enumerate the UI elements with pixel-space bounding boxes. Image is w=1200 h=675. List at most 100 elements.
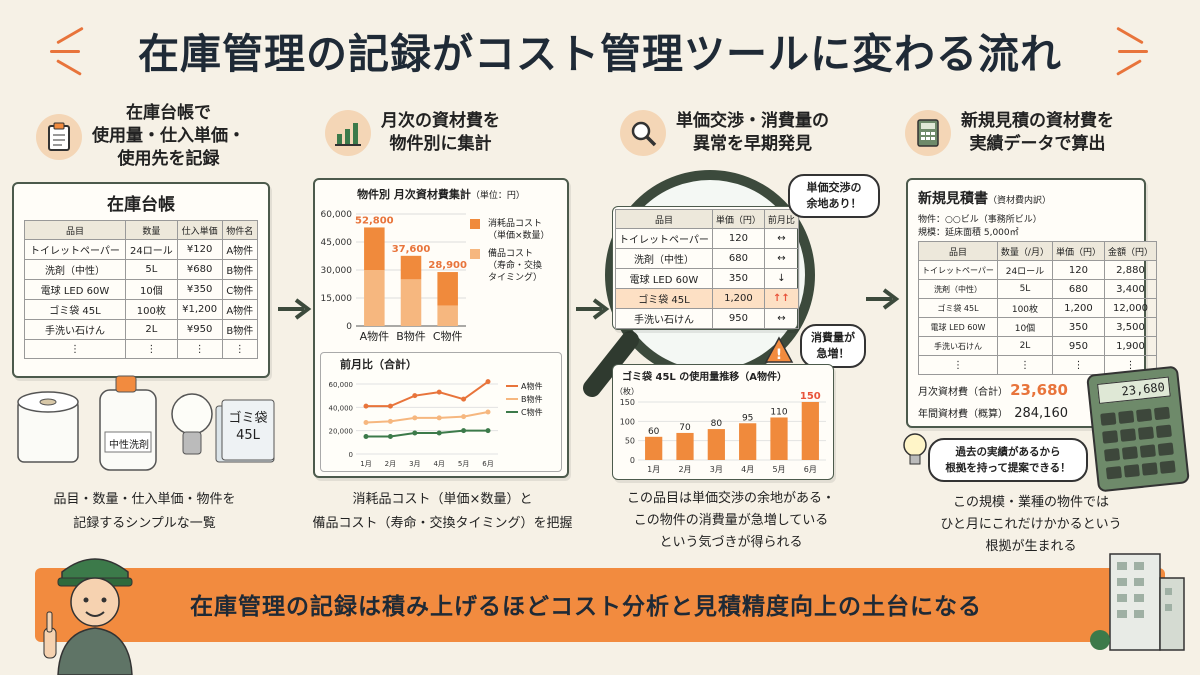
ledger-cell: 洗剤（中性） bbox=[24, 259, 126, 280]
ledger-header: 品目 bbox=[24, 220, 126, 240]
estimate-cell: 1,900 bbox=[1103, 336, 1158, 356]
table-row: ⋮ ⋮ ⋮ ⋮ bbox=[918, 355, 1158, 375]
ledger-header: 物件名 bbox=[221, 220, 259, 240]
bar-equipment-segment bbox=[364, 270, 385, 326]
estimate-cell: 350 bbox=[1051, 317, 1105, 337]
table-row-highlighted: ゴミ袋 45L 1,200 ↑↑ bbox=[615, 288, 799, 309]
table-row: 手洗い石けん 950 ↔ bbox=[615, 308, 799, 329]
svg-text:!: ! bbox=[776, 347, 782, 363]
estimate-header: 単価（円） bbox=[1051, 241, 1105, 261]
chart-unit: （単位：円） bbox=[470, 191, 525, 201]
estimate-cell: 2,880 bbox=[1103, 260, 1158, 280]
caption-line: 記録するシンプルな一覧 bbox=[73, 516, 216, 531]
data-point bbox=[387, 418, 393, 424]
estimate-scale: 規模：延床面積 5,000㎡ bbox=[918, 228, 1019, 238]
step-1-header: 在庫台帳で 使用量・仕入単価・ 使用先を記録 bbox=[36, 102, 286, 171]
usage-chart-title: ゴミ袋 45L の使用量推移（A物件） bbox=[622, 372, 787, 383]
estimate-cell: 電球 LED 60W bbox=[918, 317, 998, 337]
estimate-header: 数量（/月） bbox=[996, 241, 1053, 261]
ledger-cell: 5L bbox=[124, 259, 178, 280]
y-tick-label: 150 bbox=[620, 398, 635, 407]
price-cell: 1,200 bbox=[711, 288, 765, 309]
lightbulb-icon bbox=[171, 393, 213, 455]
monthly-cost-value: 23,680 bbox=[1010, 381, 1068, 399]
ledger-cell: ¥120 bbox=[176, 239, 223, 260]
price-cell: 680 bbox=[711, 248, 765, 269]
y-tick-label: 0 bbox=[349, 451, 353, 459]
price-cell: 120 bbox=[711, 228, 765, 249]
detergent-bottle-icon bbox=[99, 375, 157, 471]
estimate-cell: 洗剤（中性） bbox=[918, 279, 998, 299]
office-building-icon bbox=[1090, 553, 1185, 651]
table-row: 電球 LED 60W 10個 ¥350 C物件 bbox=[24, 279, 259, 300]
bar-value-label: 110 bbox=[770, 407, 787, 417]
table-row: トイレットペーパー 24ロール ¥120 A物件 bbox=[24, 239, 259, 260]
data-point bbox=[485, 428, 491, 434]
x-tick-label: C物件 bbox=[433, 329, 463, 343]
garbage-bag-pack-icon bbox=[215, 399, 275, 463]
step-3-header: 単価交渉・消費量の 異常を早期発見 bbox=[620, 110, 870, 156]
bar-equipment-segment bbox=[437, 305, 458, 326]
table-row: ゴミ袋 45L 100枚 1,200 12,000 bbox=[918, 298, 1158, 318]
x-tick-label: 2月 bbox=[678, 465, 691, 474]
idea-bubble: 過去の実績があるから 根拠を持って提案できる！ bbox=[928, 438, 1088, 482]
table-row: 手洗い石けん 2L ¥950 B物件 bbox=[24, 319, 259, 340]
ledger-title: 在庫台帳 bbox=[107, 195, 175, 215]
ledger-cell: ⋮ bbox=[124, 339, 178, 359]
price-cell: 950 bbox=[711, 308, 765, 329]
calculator-display: 23,680 bbox=[1097, 376, 1171, 404]
data-point bbox=[436, 415, 442, 421]
data-point bbox=[485, 409, 491, 415]
estimate-cell: 1,200 bbox=[1051, 298, 1105, 318]
ledger-cell: A物件 bbox=[221, 299, 259, 320]
inventory-ledger-card: 在庫台帳 品目 数量 仕入単価 物件名 トイレットペーパー 24ロール ¥120 A物… bbox=[12, 182, 270, 378]
x-tick-label: 3月 bbox=[409, 460, 420, 468]
table-row: 電球 LED 60W 350 ↓ bbox=[615, 268, 799, 289]
summary-banner: 在庫管理の記録は積み上げるほどコスト分析と見積精度向上の土台になる bbox=[35, 568, 1165, 642]
estimate-cell: ⋮ bbox=[918, 355, 998, 375]
legend-label: タイミング） bbox=[488, 273, 543, 283]
step-2-title-line: 月次の資材費を bbox=[381, 111, 500, 131]
estimate-subtitle: （資材費内訳） bbox=[988, 196, 1052, 206]
caption-2: 消耗品コスト（単価×数量）と 備品コスト（寿命・交換タイミング）を把握 bbox=[300, 488, 585, 536]
y-tick-label: 20,000 bbox=[329, 428, 354, 436]
data-point bbox=[485, 379, 491, 385]
bubble-line: 急増！ bbox=[816, 347, 850, 360]
line-chart-panel bbox=[320, 352, 562, 472]
price-cell: ↓ bbox=[763, 268, 799, 289]
bar-chart-title: 物件別 月次資材費集計（単位：円） bbox=[318, 186, 564, 202]
ledger-cell: ¥1,200 bbox=[176, 299, 223, 320]
ledger-table: 品目 数量 仕入単価 物件名 トイレットペーパー 24ロール ¥120 A物件 洗剤（… bbox=[24, 220, 259, 359]
worker-avatar bbox=[43, 558, 133, 675]
step-3-title-line: 異常を早期発見 bbox=[693, 134, 812, 154]
estimate-title: 新規見積書 bbox=[918, 191, 988, 207]
caption-line: この物件の消費量が急増している bbox=[633, 513, 829, 528]
line-chart-title: 前月比（合計） bbox=[340, 358, 417, 371]
ledger-cell: 10個 bbox=[124, 279, 178, 300]
x-tick-label: 6月 bbox=[482, 460, 493, 468]
ledger-cell: 手洗い石けん bbox=[24, 319, 126, 340]
data-point bbox=[363, 420, 369, 425]
garbage-bag-label: ゴミ袋 45L bbox=[222, 410, 274, 444]
price-header: 単価（円） bbox=[711, 209, 765, 229]
y-tick-label: 60,000 bbox=[329, 381, 354, 389]
bar-consumable-segment bbox=[400, 255, 422, 280]
price-cell: 手洗い石けん bbox=[615, 308, 713, 329]
ledger-cell: 電球 LED 60W bbox=[24, 279, 126, 300]
usage-chart-ylabel: （枚） bbox=[615, 387, 639, 396]
table-row: 電球 LED 60W 10個 350 3,500 bbox=[918, 317, 1158, 337]
y-tick-label: 0 bbox=[346, 322, 352, 332]
caption-line: 消耗品コスト（単価×数量）と bbox=[352, 492, 533, 507]
ledger-cell: A物件 bbox=[221, 239, 259, 260]
ledger-cell: ⋮ bbox=[24, 339, 126, 359]
ledger-cell: ¥680 bbox=[176, 259, 223, 280]
usage-bar-chart: 0 50 100 150 60 1月 70 2月 80 3月 95 4月 110 5月 150 6月 bbox=[620, 391, 826, 474]
y-tick-label: 60,000 bbox=[321, 210, 353, 220]
series-line bbox=[366, 380, 489, 408]
table-row: 洗剤（中性） 680 ↔ bbox=[615, 248, 799, 269]
data-point bbox=[461, 396, 467, 402]
x-tick-label: 2月 bbox=[385, 460, 396, 468]
step-2-title-line: 物件別に集計 bbox=[389, 134, 492, 154]
flow-arrow-icon bbox=[866, 288, 900, 310]
estimate-property: 物件：○○ビル（事務所ビル） bbox=[918, 215, 1042, 225]
